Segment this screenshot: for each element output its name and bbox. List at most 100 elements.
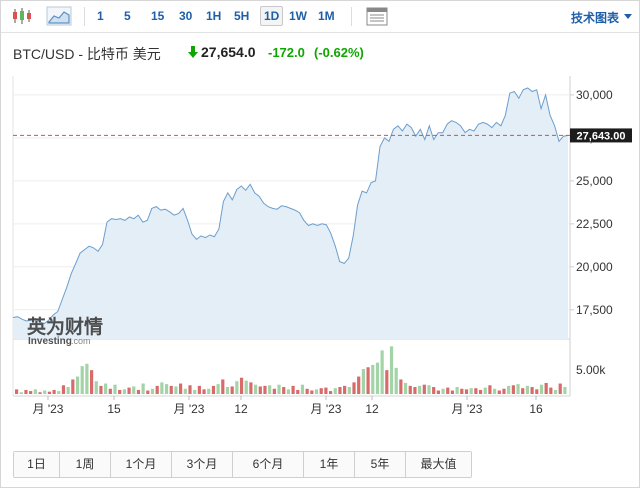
volume-bar <box>29 391 33 394</box>
volume-bar <box>361 369 365 394</box>
volume-bar <box>15 389 19 394</box>
timeframe-1w[interactable]: 1W <box>289 9 307 23</box>
range-1d-button[interactable]: 1日 <box>14 452 60 477</box>
price-tick-label: 20,000 <box>576 260 613 274</box>
volume-bar <box>511 385 515 394</box>
volume-bar <box>188 385 192 394</box>
volume-bar <box>493 388 497 394</box>
volume-bar <box>249 382 253 394</box>
range-3m-button[interactable]: 3个月 <box>172 452 233 477</box>
timeframe-1d[interactable]: 1D <box>260 6 284 26</box>
volume-bar <box>328 391 333 394</box>
volume-bar <box>122 389 126 394</box>
volume-bar <box>197 385 201 394</box>
data-table-icon[interactable] <box>366 7 388 26</box>
volume-bar <box>24 389 28 394</box>
area-chart-icon[interactable] <box>46 6 72 26</box>
timeframe-30[interactable]: 30 <box>179 9 193 23</box>
volume-bar <box>33 389 37 394</box>
volume-bar <box>530 387 534 394</box>
toolbar-divider <box>84 7 85 26</box>
watermark-domain: .com <box>71 336 91 346</box>
volume-bar <box>57 391 61 394</box>
dropdown-caret-icon[interactable] <box>624 14 632 19</box>
volume-bar <box>89 370 94 394</box>
timeframe-1m[interactable]: 1M <box>318 9 335 23</box>
volume-bar <box>314 389 319 394</box>
volume-bar <box>71 379 75 394</box>
range-1w-button[interactable]: 1周 <box>60 452 111 477</box>
time-tick-label: 12 <box>365 402 379 416</box>
volume-bar <box>19 392 23 394</box>
tech-chart-link[interactable]: 技术图表 <box>571 11 620 25</box>
price-area-fill <box>13 88 568 339</box>
timeframe-1[interactable]: 1 <box>97 9 104 23</box>
volume-bar <box>352 382 356 394</box>
volume-bar <box>389 346 394 394</box>
price-change-percent: (-0.62%) <box>314 45 364 60</box>
volume-bar <box>385 370 389 394</box>
volume-bar <box>108 388 112 394</box>
volume-bar <box>85 363 89 394</box>
volume-bar <box>235 381 239 394</box>
candlestick-icon[interactable] <box>9 6 35 26</box>
volume-bar <box>525 385 530 394</box>
volume-bar <box>455 387 459 394</box>
volume-bar <box>474 388 478 394</box>
volume-bar <box>272 388 276 394</box>
volume-bar <box>558 383 562 394</box>
volume-bar <box>207 388 211 394</box>
price-chart[interactable]: 英为财情 Investing .com 30,00027,50025,00022… <box>1 1 639 441</box>
volume-bar <box>75 376 80 394</box>
volume-bar <box>338 387 342 394</box>
price-tick-label: 30,000 <box>576 88 613 102</box>
volume-bar <box>422 384 426 394</box>
volume-bar <box>413 387 417 394</box>
volume-bar <box>441 388 445 394</box>
timeframe-1h[interactable]: 1H <box>206 9 222 23</box>
price-tick-label: 22,500 <box>576 217 613 231</box>
range-1m-button[interactable]: 1个月 <box>111 452 172 477</box>
price-tick-label: 25,000 <box>576 174 613 188</box>
volume-bar <box>539 384 544 394</box>
volume-bar <box>446 387 450 394</box>
toolbar-divider <box>351 7 352 26</box>
volume-bar <box>136 389 141 394</box>
time-tick-label: 月 '23 <box>452 402 483 416</box>
watermark-cn: 英为财情 <box>27 315 103 338</box>
volume-bar <box>80 366 84 394</box>
down-arrow-icon <box>188 46 198 58</box>
volume-bar <box>282 387 286 394</box>
range-5y-button[interactable]: 5年 <box>355 452 406 477</box>
volume-bar <box>183 388 187 394</box>
investing-watermark: 英为财情 Investing .com <box>27 315 103 347</box>
volume-bar <box>141 383 145 394</box>
range-max-button[interactable]: 最大值 <box>406 452 471 477</box>
volume-bar <box>258 386 262 394</box>
volume-bar <box>436 390 440 394</box>
volume-bar <box>296 389 300 394</box>
volume-bar <box>225 387 230 394</box>
volume-bar <box>357 376 361 394</box>
volume-bar <box>286 389 290 394</box>
volume-bar <box>347 387 351 394</box>
range-6m-button[interactable]: 6个月 <box>233 452 304 477</box>
volume-bar <box>239 377 244 394</box>
timeframe-15[interactable]: 15 <box>151 9 165 23</box>
timeframe-5h[interactable]: 5H <box>234 9 250 23</box>
range-1y-button[interactable]: 1年 <box>304 452 355 477</box>
volume-bar <box>507 385 511 394</box>
volume-bar <box>371 364 375 394</box>
volume-bar <box>343 385 347 394</box>
volume-bar <box>291 385 295 394</box>
volume-bar <box>310 390 314 394</box>
volume-bar <box>244 380 248 394</box>
timeframe-5[interactable]: 5 <box>124 9 131 23</box>
volume-bar <box>502 388 506 394</box>
volume-bar <box>179 383 183 394</box>
volume-bar <box>399 379 403 394</box>
volume-bar <box>319 388 323 394</box>
instrument-title: BTC/USD - 比特币 美元 <box>13 46 161 62</box>
volume-bar <box>394 367 398 394</box>
